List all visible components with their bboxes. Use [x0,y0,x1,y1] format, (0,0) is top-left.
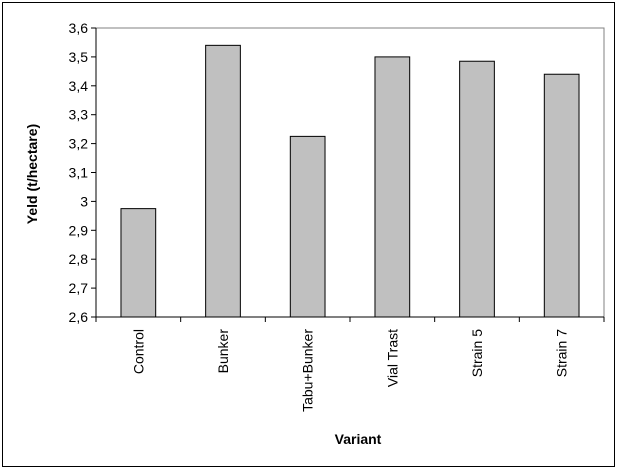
y-tick-label: 2,7 [69,280,89,296]
y-tick-label: 3,6 [69,20,89,36]
x-tick-label: Vial Trast [384,329,400,387]
bar-bunker [205,44,241,318]
plot-area [95,27,605,318]
bar-vial-trast [374,56,411,318]
y-tick-label: 2,6 [69,309,89,325]
y-tick-label: 3,5 [69,49,89,65]
plot-border [95,27,605,318]
bar-tabu-bunker [289,135,326,318]
y-tick-label: 3,3 [69,107,89,123]
x-tick-label: Control [130,329,146,374]
y-axis-ticks: 2,6 2,7 2,8 2,9 3 3,1 3,2 3,3 3,4 3,5 3,6 [69,20,96,325]
bars [120,44,580,318]
y-tick-label: 3,2 [69,136,89,152]
x-axis-title: Variant [335,431,382,447]
x-tick-label: Bunker [215,329,231,374]
y-tick-label: 2,9 [69,222,89,238]
y-tick-label: 2,8 [69,251,89,267]
y-tick-label: 3,4 [69,78,89,94]
bar-control [120,208,157,318]
x-tick-label: Strain 5 [469,329,485,377]
bar-strain-7 [543,73,580,318]
x-tick-label: Tabu+Bunker [300,329,316,412]
x-axis-ticks: Control Bunker Tabu+Bunker Vial Trast Strain… [95,317,605,412]
y-tick-label: 3 [80,193,88,209]
bar-strain-5 [459,60,495,318]
x-tick-label: Strain 7 [554,329,570,377]
y-axis-title: Yeld (t/hectare) [24,124,40,224]
y-tick-label: 3,1 [69,165,89,181]
